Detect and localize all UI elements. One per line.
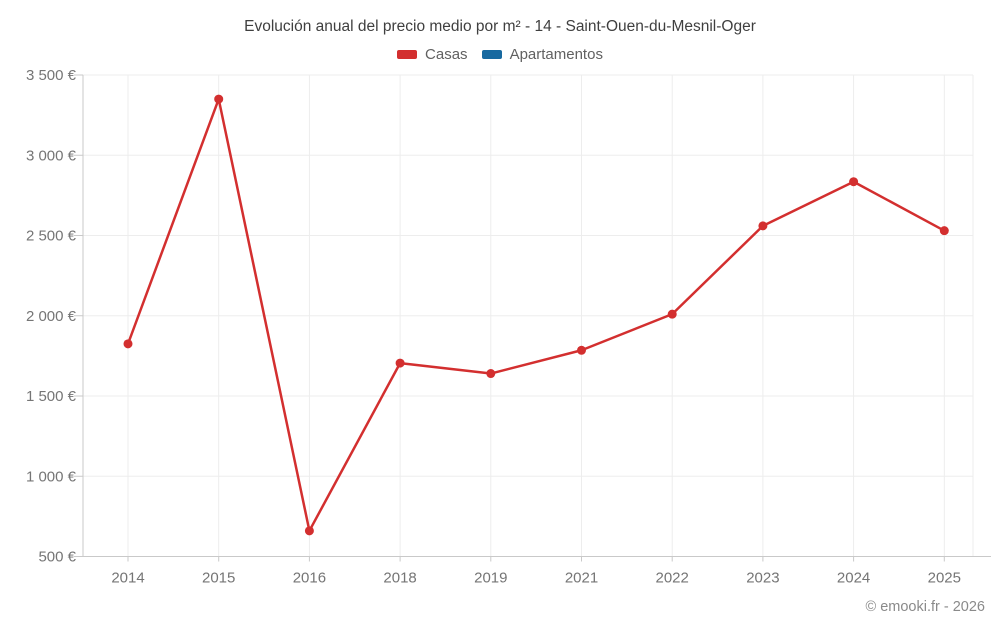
y-tick-label: 3 500 €: [26, 67, 77, 84]
chart-legend: Casas Apartamentos: [0, 46, 1000, 63]
y-tick-label: 2 500 €: [26, 228, 77, 245]
data-point-casas[interactable]: [123, 339, 133, 349]
data-point-casas[interactable]: [486, 369, 496, 379]
x-tick-label: 2024: [837, 570, 870, 587]
data-point-casas[interactable]: [304, 526, 314, 536]
data-point-casas[interactable]: [395, 358, 405, 368]
data-point-casas[interactable]: [849, 177, 859, 187]
apartamentos-color-swatch-icon: [481, 50, 502, 59]
data-point-casas[interactable]: [939, 226, 949, 236]
legend-item-casas[interactable]: Casas: [397, 46, 468, 63]
data-point-casas[interactable]: [214, 94, 224, 104]
data-point-casas[interactable]: [577, 345, 586, 355]
y-tick-label: 3 000 €: [26, 147, 77, 164]
casas-color-swatch-icon: [397, 50, 418, 59]
x-tick-label: 2023: [746, 570, 779, 587]
x-tick-label: 2019: [474, 570, 507, 587]
x-tick-label: 2025: [928, 570, 961, 587]
chart-title: Evolución anual del precio medio por m² …: [244, 18, 756, 35]
legend-item-apartamentos[interactable]: Apartamentos: [481, 46, 603, 63]
x-tick-label: 2016: [293, 570, 326, 587]
legend-label-apartamentos: Apartamentos: [509, 46, 603, 63]
series-line-casas: [126, 97, 946, 533]
x-tick-label: 2021: [565, 570, 598, 587]
y-tick-label: 500 €: [38, 549, 76, 566]
data-point-casas[interactable]: [667, 309, 677, 319]
data-point-casas[interactable]: [758, 221, 768, 231]
y-tick-label: 1 500 €: [26, 388, 77, 405]
y-tick-label: 1 000 €: [26, 468, 77, 485]
x-tick-label: 2018: [383, 570, 416, 587]
y-tick-label: 2 000 €: [26, 308, 77, 325]
copyright-attribution: © emooki.fr - 2026: [865, 599, 985, 615]
x-tick-label: 2022: [656, 570, 689, 587]
x-tick-label: 2015: [202, 570, 235, 587]
x-tick-label: 2014: [111, 570, 144, 587]
legend-label-casas: Casas: [425, 46, 468, 63]
